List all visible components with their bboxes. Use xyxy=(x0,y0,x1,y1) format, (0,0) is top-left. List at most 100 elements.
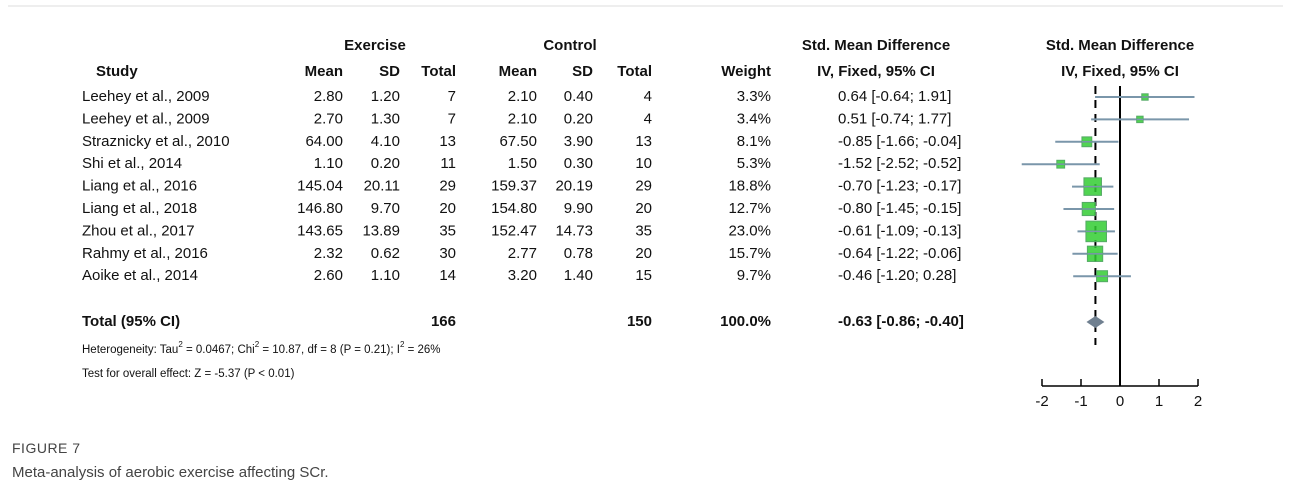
study-name: Straznicky et al., 2010 xyxy=(82,133,230,150)
ci-label: -0.80 [-1.45; -0.15] xyxy=(838,200,961,217)
study-name: Leehey et al., 2009 xyxy=(82,88,210,105)
cell: 29 xyxy=(439,178,456,195)
cell: 146.80 xyxy=(297,200,343,217)
cell: 2.10 xyxy=(508,110,537,127)
cell: 2.32 xyxy=(314,245,343,262)
header: SD xyxy=(572,63,593,80)
cell: 1.50 xyxy=(508,155,537,172)
x-tick-label: -1 xyxy=(1074,393,1087,410)
header: Study xyxy=(96,63,138,80)
ci-label: -0.46 [-1.20; 0.28] xyxy=(838,267,956,284)
ci-label: 0.51 [-0.74; 1.77] xyxy=(838,110,951,127)
cell: 2.77 xyxy=(508,245,537,262)
cell: 7 xyxy=(448,88,456,105)
cell: 0.62 xyxy=(371,245,400,262)
cell: 9.70 xyxy=(371,200,400,217)
study-name: Liang et al., 2016 xyxy=(82,178,197,195)
cell: 35 xyxy=(439,222,456,239)
cell: 0.40 xyxy=(564,88,593,105)
pooled-diamond xyxy=(1086,316,1105,328)
superscript: 2 xyxy=(255,340,260,349)
cell: 1.20 xyxy=(371,88,400,105)
study-name: Leehey et al., 2009 xyxy=(82,110,210,127)
cell: 29 xyxy=(635,178,652,195)
cell: 35 xyxy=(635,222,652,239)
figure: Exercise Control Std. Mean Difference Std. … xyxy=(8,5,1283,410)
cell: 159.37 xyxy=(491,178,537,195)
ci-label: -0.64 [-1.22; -0.06] xyxy=(838,245,961,262)
cell: 20 xyxy=(439,200,456,217)
x-tick-label: -2 xyxy=(1035,393,1048,410)
header: Weight xyxy=(721,63,771,80)
header: IV, Fixed, 95% CI xyxy=(817,63,935,80)
cell: 18.8% xyxy=(728,178,771,195)
ci-label: -0.85 [-1.66; -0.04] xyxy=(838,133,961,150)
text-part: Heterogeneity: Tau xyxy=(82,344,178,356)
cell: 30 xyxy=(439,245,456,262)
cell: 13.89 xyxy=(362,222,400,239)
cell: 15.7% xyxy=(728,245,771,262)
cell: 3.20 xyxy=(508,267,537,284)
cell: 166 xyxy=(431,313,456,330)
figure-label: FIGURE 7 xyxy=(12,440,81,456)
study-name: Liang et al., 2018 xyxy=(82,200,197,217)
header: Mean xyxy=(499,63,537,80)
cell: 64.00 xyxy=(305,133,343,150)
study-name: Shi et al., 2014 xyxy=(82,155,182,172)
cell: 20.19 xyxy=(555,178,593,195)
cell: 150 xyxy=(627,313,652,330)
cell: 14 xyxy=(439,267,456,284)
cell: 154.80 xyxy=(491,200,537,217)
x-tick-label: 2 xyxy=(1194,393,1202,410)
cell: 12.7% xyxy=(728,200,771,217)
cell: 14.73 xyxy=(555,222,593,239)
ci-label: 0.64 [-0.64; 1.91] xyxy=(838,88,951,105)
cell: 23.0% xyxy=(728,222,771,239)
cell: 1.10 xyxy=(371,267,400,284)
cell: 7 xyxy=(448,110,456,127)
text-part: = 0.0467; Chi xyxy=(183,344,255,356)
cell: 3.4% xyxy=(737,110,771,127)
superscript: 2 xyxy=(178,340,183,349)
cell: 143.65 xyxy=(297,222,343,239)
cell: 9.7% xyxy=(737,267,771,284)
cell: 3.3% xyxy=(737,88,771,105)
cell: 3.90 xyxy=(564,133,593,150)
cell: 4 xyxy=(644,110,652,127)
header: Std. Mean Difference xyxy=(1046,37,1194,54)
cell: 0.30 xyxy=(564,155,593,172)
cell: 13 xyxy=(439,133,456,150)
cell: 0.20 xyxy=(564,110,593,127)
cell: 4 xyxy=(644,88,652,105)
ci-label: -0.70 [-1.23; -0.17] xyxy=(838,178,961,195)
cell: 4.10 xyxy=(371,133,400,150)
group-header: Exercise xyxy=(344,37,406,54)
cell: 2.60 xyxy=(314,267,343,284)
header: Std. Mean Difference xyxy=(802,37,950,54)
cell: 20.11 xyxy=(364,178,400,195)
study-name: Aoike et al., 2014 xyxy=(82,267,198,284)
total-label: Total (95% CI) xyxy=(82,313,180,330)
header: Mean xyxy=(305,63,343,80)
cell: 0.20 xyxy=(371,155,400,172)
cell: 1.10 xyxy=(314,155,343,172)
cell: 2.80 xyxy=(314,88,343,105)
cell: 20 xyxy=(635,245,652,262)
figure-caption: Meta-analysis of aerobic exercise affect… xyxy=(12,464,329,481)
cell: 145.04 xyxy=(297,178,343,195)
x-tick-label: 0 xyxy=(1116,393,1124,410)
cell: 13 xyxy=(635,133,652,150)
cell: 10 xyxy=(635,155,652,172)
x-tick-label: 1 xyxy=(1155,393,1163,410)
header: Total xyxy=(617,63,652,80)
text-part: = 26% xyxy=(404,344,440,356)
study-name: Zhou et al., 2017 xyxy=(82,222,195,239)
cell: 67.50 xyxy=(499,133,537,150)
cell: 11 xyxy=(440,155,456,172)
cell: 1.30 xyxy=(371,110,400,127)
header: SD xyxy=(379,63,400,80)
study-name: Rahmy et al., 2016 xyxy=(82,245,208,262)
ci-label: -0.63 [-0.86; -0.40] xyxy=(838,313,964,330)
overall-effect: Test for overall effect: Z = -5.37 (P < … xyxy=(82,368,295,380)
